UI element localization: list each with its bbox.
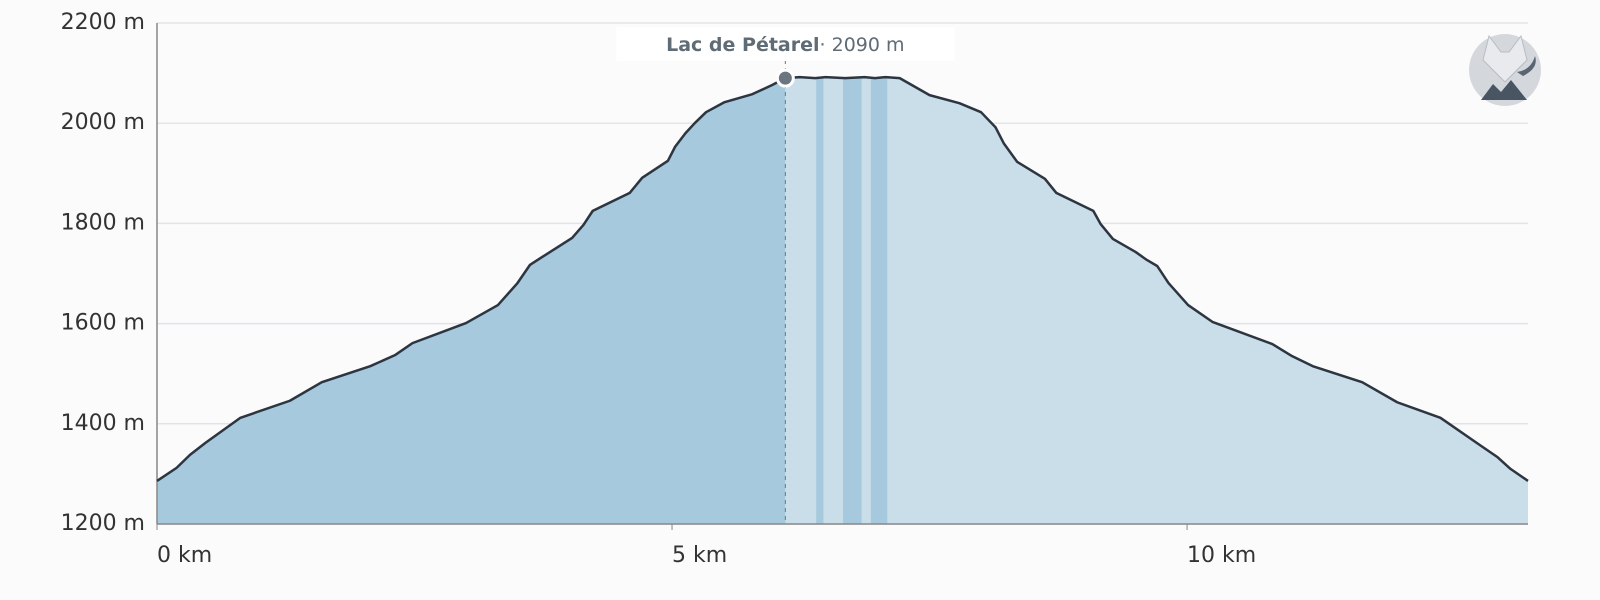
y-tick-label: 1600 m — [61, 311, 145, 336]
profile-line — [156, 75, 1529, 482]
annotation-value: · 2090 m — [820, 34, 905, 56]
highlight-range — [843, 77, 862, 524]
annotation-name: Lac de Pétarel — [666, 34, 819, 56]
annotation-label: Lac de Pétarel· 2090 m — [666, 34, 904, 56]
logo — [1469, 34, 1541, 106]
highlight-range — [870, 77, 888, 524]
highlight-range — [816, 77, 824, 524]
y-tick-label: 1200 m — [61, 511, 145, 536]
area-before — [157, 78, 786, 524]
y-tick-label: 2000 m — [61, 110, 145, 135]
x-tick-label: 10 km — [1187, 543, 1256, 568]
y-tick-label: 1800 m — [61, 210, 145, 235]
marker-point — [775, 68, 795, 88]
x-tick-label: 0 km — [157, 543, 212, 568]
y-tick-label: 1400 m — [61, 411, 145, 436]
y-tick-label: 2200 m — [61, 10, 145, 35]
x-tick-label: 5 km — [672, 543, 727, 568]
annotation-box — [616, 27, 955, 61]
